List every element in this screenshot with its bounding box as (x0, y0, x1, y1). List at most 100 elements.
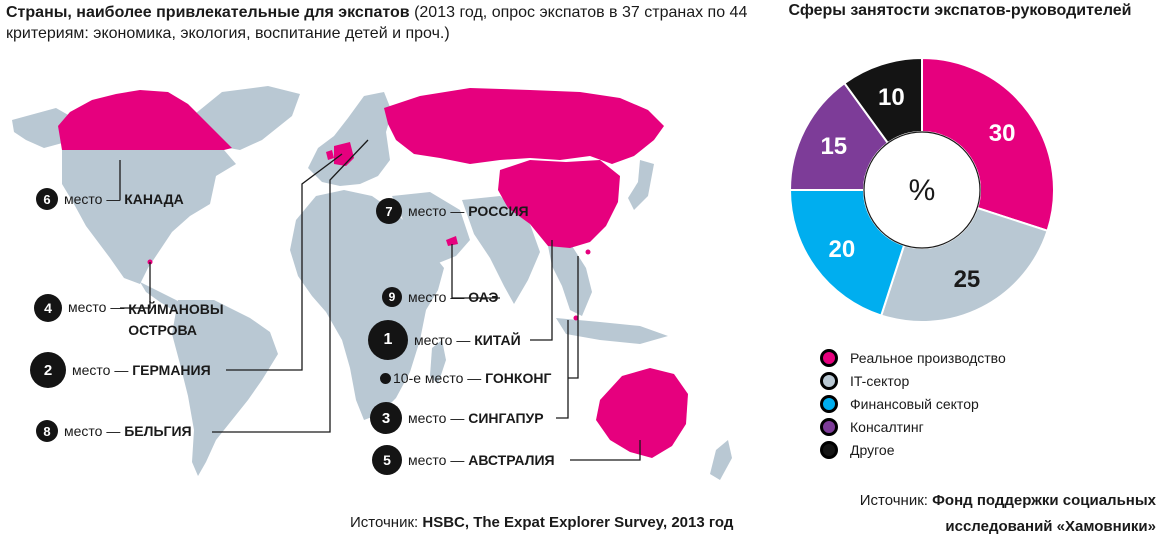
map-title-bold: Страны, наиболее привлекательные для экс… (6, 4, 410, 21)
leader-australia (570, 440, 641, 461)
label-russia: 7 место — РОССИЯ (376, 198, 529, 224)
japan-shape (628, 160, 654, 210)
legend-swatch (820, 371, 838, 390)
rank-word: место — (68, 299, 125, 315)
legend-label: Консалтинг (850, 418, 924, 435)
donut-slices (788, 56, 1055, 323)
russia-shape (384, 88, 664, 164)
south-asia-shape (462, 196, 540, 304)
country-name: КАЙМАНОВЫ ОСТРОВА (128, 301, 224, 338)
leader-singapore (556, 320, 569, 419)
donut-slice (921, 56, 1055, 233)
rank-badge: 9 (382, 287, 402, 307)
north-america-south-shape (62, 150, 236, 284)
donut-slice (879, 206, 1049, 323)
donut-center-label: % (909, 174, 936, 207)
rank-badge: 6 (36, 188, 58, 210)
pie-source: Источник: Фонд поддержки социальных иссл… (822, 488, 1156, 540)
country-name: БЕЛЬГИЯ (124, 423, 192, 439)
donut-slice (788, 189, 906, 317)
legend-label: IT-сектор (850, 372, 910, 389)
rank-number: 10 (393, 370, 409, 386)
map-title: Страны, наиболее привлекательные для экс… (6, 2, 766, 44)
leader-uae (451, 244, 500, 299)
rank-badge: 5 (372, 445, 402, 475)
label-australia: 5 место — АВСТРАЛИЯ (372, 445, 555, 475)
singapore-dot (573, 315, 579, 321)
pie-source-prefix: Источник: (859, 492, 933, 509)
map-source-name: HSBC, The Expat Explorer Survey, 2013 го… (422, 514, 734, 531)
map-land (12, 86, 732, 480)
legend-label: Реальное производство (850, 349, 1006, 366)
central-america-shape (140, 282, 186, 312)
canada-shape (58, 90, 232, 150)
rank-badge: 1 (368, 320, 408, 360)
country-name: ГЕРМАНИЯ (132, 362, 211, 378)
donut-slice (843, 56, 923, 145)
label-singapore: 3 место — СИНГАПУР (370, 402, 544, 434)
new-zealand-shape (710, 440, 732, 480)
rank-word: место — (408, 410, 465, 426)
donut-value-labels: 30 25 20 15 10 (820, 84, 1015, 293)
donut-value-label: 30 (989, 120, 1016, 147)
pie-legend: Реальное производство IT-сектор Финансов… (820, 346, 1006, 461)
donut-center (863, 131, 981, 249)
rank-word: место — (414, 332, 471, 348)
southeast-asia-shape (548, 246, 592, 316)
legend-swatch (820, 394, 838, 413)
label-cayman: 4 место — КАЙМАНОВЫ ОСТРОВА (34, 294, 238, 341)
leader-cayman (120, 262, 151, 309)
madagascar-shape (430, 340, 446, 384)
alaska-shape (12, 108, 70, 148)
rank-word: -е место — (408, 370, 482, 386)
legend-swatch (820, 417, 838, 436)
legend-item: Реальное производство (820, 346, 1006, 369)
china-shape (498, 160, 620, 248)
label-canada: 6 место — КАНАДА (36, 188, 184, 210)
map-highlight (58, 88, 688, 458)
south-america-shape (172, 300, 278, 476)
donut-value-label: 15 (820, 133, 847, 160)
label-uae: 9 место — ОАЭ (382, 287, 499, 307)
leader-lines (119, 139, 641, 461)
donut-slice (788, 81, 890, 191)
legend-label: Финансовый сектор (850, 395, 979, 412)
africa-shape (290, 190, 444, 420)
australia-shape (596, 368, 688, 458)
rank-word: место — (408, 289, 465, 305)
legend-swatch (820, 440, 838, 459)
europe-shape (308, 92, 392, 186)
donut-value-label: 25 (954, 266, 981, 293)
map-source: Источник: HSBC, The Expat Explorer Surve… (350, 514, 733, 531)
rank-word: место — (64, 423, 121, 439)
rank-word: место — (408, 203, 465, 219)
leader-hongkong (568, 256, 579, 379)
label-belgium: 8 место — БЕЛЬГИЯ (36, 420, 192, 442)
world-map (12, 86, 732, 480)
country-name: КАНАДА (124, 191, 184, 207)
country-name: РОССИЯ (468, 203, 529, 219)
pie-source-name: Фонд поддержки социальных исследований «… (932, 492, 1156, 535)
legend-item: Финансовый сектор (820, 392, 1006, 415)
rank-badge: 4 (34, 294, 62, 322)
map-title-rest: (2013 год, опрос экспатов в 37 странах п… (6, 4, 748, 42)
uae-shape (446, 236, 458, 246)
rank-word: место — (64, 191, 121, 207)
label-germany: 2 место — ГЕРМАНИЯ (30, 352, 211, 388)
rank-badge: 2 (30, 352, 66, 388)
middle-east-shape (392, 192, 470, 264)
leader-germany (226, 153, 343, 371)
leader-belgium (212, 139, 369, 433)
legend-item: Консалтинг (820, 415, 1006, 438)
label-china: 1 место — КИТАЙ (368, 320, 521, 360)
label-hongkong: 10 -е место — ГОНКОНГ (380, 370, 551, 386)
donut-value-label: 20 (829, 236, 856, 263)
map-source-prefix: Источник: (350, 514, 423, 531)
country-name: ГОНКОНГ (485, 370, 552, 386)
indonesia-shape (556, 318, 668, 344)
legend-label: Другое (850, 441, 895, 458)
legend-item: Другое (820, 438, 1006, 461)
legend-item: IT-сектор (820, 369, 1006, 392)
hongkong-dot (585, 249, 591, 255)
rank-badge-dot (380, 372, 391, 384)
